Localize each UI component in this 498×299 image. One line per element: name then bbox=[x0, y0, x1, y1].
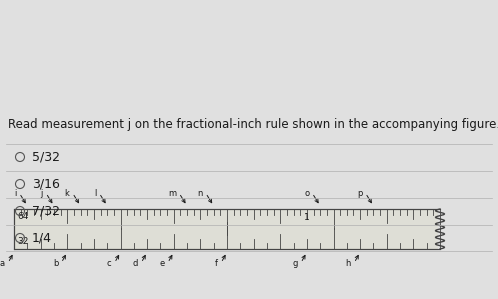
Text: 1/4: 1/4 bbox=[32, 231, 52, 245]
Text: f: f bbox=[215, 259, 218, 268]
Text: p: p bbox=[357, 188, 363, 198]
Bar bbox=[14, 209, 440, 249]
Text: 64: 64 bbox=[17, 212, 28, 221]
Text: 1: 1 bbox=[304, 213, 310, 222]
Text: c: c bbox=[107, 259, 112, 268]
Text: 7/32: 7/32 bbox=[32, 205, 60, 217]
Text: d: d bbox=[133, 259, 138, 268]
Text: o: o bbox=[304, 188, 309, 198]
Text: e: e bbox=[159, 259, 165, 268]
Text: a: a bbox=[0, 259, 5, 268]
Text: 32: 32 bbox=[17, 237, 28, 246]
Text: l: l bbox=[94, 188, 96, 198]
Text: i: i bbox=[14, 188, 16, 198]
Text: 3/16: 3/16 bbox=[32, 178, 60, 190]
Text: 5/32: 5/32 bbox=[32, 150, 60, 164]
Text: g: g bbox=[292, 259, 298, 268]
Text: k: k bbox=[65, 188, 70, 198]
Text: m: m bbox=[168, 188, 176, 198]
Text: b: b bbox=[53, 259, 58, 268]
Text: n: n bbox=[197, 188, 203, 198]
Text: h: h bbox=[346, 259, 351, 268]
Text: Read measurement j on the fractional-inch rule shown in the accompanying figure.: Read measurement j on the fractional-inc… bbox=[8, 118, 498, 131]
Text: j: j bbox=[40, 188, 43, 198]
